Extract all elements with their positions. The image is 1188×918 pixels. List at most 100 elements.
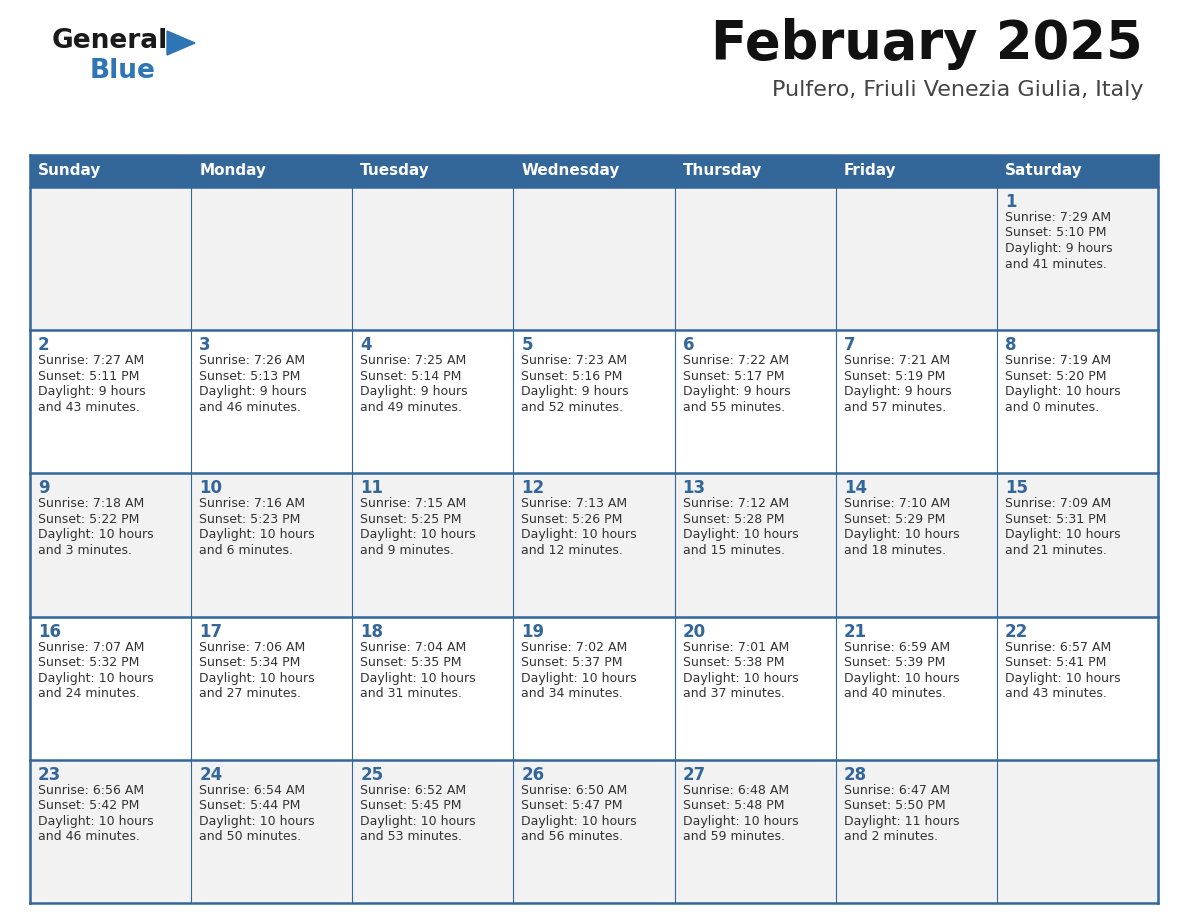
Text: Daylight: 11 hours: Daylight: 11 hours — [843, 815, 959, 828]
Text: 4: 4 — [360, 336, 372, 354]
Text: Sunrise: 7:21 AM: Sunrise: 7:21 AM — [843, 354, 950, 367]
Text: 8: 8 — [1005, 336, 1017, 354]
Bar — [513, 155, 675, 187]
Text: Friday: Friday — [843, 163, 896, 178]
Text: Daylight: 10 hours: Daylight: 10 hours — [38, 529, 153, 542]
Bar — [997, 617, 1158, 760]
Text: Sunrise: 7:16 AM: Sunrise: 7:16 AM — [200, 498, 305, 510]
Text: 20: 20 — [683, 622, 706, 641]
Text: and 50 minutes.: and 50 minutes. — [200, 830, 302, 844]
Bar — [997, 330, 1158, 474]
Text: Sunset: 5:48 PM: Sunset: 5:48 PM — [683, 800, 784, 812]
Text: and 53 minutes.: and 53 minutes. — [360, 830, 462, 844]
Bar — [513, 330, 675, 474]
Text: and 27 minutes.: and 27 minutes. — [200, 687, 301, 700]
Bar — [835, 330, 997, 474]
Text: Thursday: Thursday — [683, 163, 762, 178]
Text: Daylight: 9 hours: Daylight: 9 hours — [38, 386, 146, 398]
Text: Daylight: 10 hours: Daylight: 10 hours — [200, 672, 315, 685]
Text: and 9 minutes.: and 9 minutes. — [360, 543, 454, 557]
Text: and 46 minutes.: and 46 minutes. — [200, 400, 301, 414]
Text: Sunset: 5:23 PM: Sunset: 5:23 PM — [200, 513, 301, 526]
Bar — [835, 474, 997, 617]
Bar — [513, 187, 675, 330]
Text: Daylight: 10 hours: Daylight: 10 hours — [522, 529, 637, 542]
Text: Sunset: 5:22 PM: Sunset: 5:22 PM — [38, 513, 139, 526]
Text: Sunset: 5:34 PM: Sunset: 5:34 PM — [200, 656, 301, 669]
Text: and 43 minutes.: and 43 minutes. — [1005, 687, 1107, 700]
Bar — [513, 760, 675, 903]
Text: Sunset: 5:31 PM: Sunset: 5:31 PM — [1005, 513, 1106, 526]
Bar — [835, 617, 997, 760]
Bar — [513, 617, 675, 760]
Text: Sunrise: 6:59 AM: Sunrise: 6:59 AM — [843, 641, 950, 654]
Text: Daylight: 10 hours: Daylight: 10 hours — [522, 672, 637, 685]
Text: 2: 2 — [38, 336, 50, 354]
Text: and 43 minutes.: and 43 minutes. — [38, 400, 140, 414]
Text: Sunset: 5:13 PM: Sunset: 5:13 PM — [200, 370, 301, 383]
Bar — [353, 187, 513, 330]
Text: Sunrise: 7:09 AM: Sunrise: 7:09 AM — [1005, 498, 1111, 510]
Text: Sunset: 5:14 PM: Sunset: 5:14 PM — [360, 370, 462, 383]
Text: Sunset: 5:16 PM: Sunset: 5:16 PM — [522, 370, 623, 383]
Text: Sunset: 5:17 PM: Sunset: 5:17 PM — [683, 370, 784, 383]
Text: 16: 16 — [38, 622, 61, 641]
Text: Sunrise: 6:48 AM: Sunrise: 6:48 AM — [683, 784, 789, 797]
Text: 11: 11 — [360, 479, 384, 498]
Text: Sunrise: 6:56 AM: Sunrise: 6:56 AM — [38, 784, 144, 797]
Text: Sunday: Sunday — [38, 163, 101, 178]
Text: Sunrise: 7:02 AM: Sunrise: 7:02 AM — [522, 641, 627, 654]
Text: Sunrise: 7:04 AM: Sunrise: 7:04 AM — [360, 641, 467, 654]
Text: and 49 minutes.: and 49 minutes. — [360, 400, 462, 414]
Text: Sunrise: 7:18 AM: Sunrise: 7:18 AM — [38, 498, 144, 510]
Text: Sunrise: 6:50 AM: Sunrise: 6:50 AM — [522, 784, 627, 797]
Text: Sunset: 5:45 PM: Sunset: 5:45 PM — [360, 800, 462, 812]
Text: 5: 5 — [522, 336, 533, 354]
Text: 26: 26 — [522, 766, 544, 784]
Text: Daylight: 10 hours: Daylight: 10 hours — [200, 529, 315, 542]
Text: 10: 10 — [200, 479, 222, 498]
Bar — [353, 330, 513, 474]
Text: Sunrise: 7:15 AM: Sunrise: 7:15 AM — [360, 498, 467, 510]
Text: Daylight: 9 hours: Daylight: 9 hours — [1005, 242, 1112, 255]
Text: Sunrise: 7:29 AM: Sunrise: 7:29 AM — [1005, 211, 1111, 224]
Bar — [30, 474, 191, 617]
Text: Sunrise: 7:01 AM: Sunrise: 7:01 AM — [683, 641, 789, 654]
Text: Daylight: 9 hours: Daylight: 9 hours — [683, 386, 790, 398]
Text: and 59 minutes.: and 59 minutes. — [683, 830, 784, 844]
Text: 13: 13 — [683, 479, 706, 498]
Text: Daylight: 9 hours: Daylight: 9 hours — [843, 386, 952, 398]
Bar — [675, 155, 835, 187]
Text: 18: 18 — [360, 622, 384, 641]
Text: and 40 minutes.: and 40 minutes. — [843, 687, 946, 700]
Text: Daylight: 10 hours: Daylight: 10 hours — [360, 672, 476, 685]
Bar — [835, 155, 997, 187]
Text: Sunset: 5:39 PM: Sunset: 5:39 PM — [843, 656, 946, 669]
Bar — [675, 760, 835, 903]
Text: 9: 9 — [38, 479, 50, 498]
Bar — [353, 155, 513, 187]
Text: Sunset: 5:38 PM: Sunset: 5:38 PM — [683, 656, 784, 669]
Text: and 31 minutes.: and 31 minutes. — [360, 687, 462, 700]
Text: and 0 minutes.: and 0 minutes. — [1005, 400, 1099, 414]
Text: Sunrise: 7:10 AM: Sunrise: 7:10 AM — [843, 498, 950, 510]
Polygon shape — [168, 31, 195, 55]
Text: Sunset: 5:10 PM: Sunset: 5:10 PM — [1005, 227, 1106, 240]
Text: and 2 minutes.: and 2 minutes. — [843, 830, 937, 844]
Bar — [191, 330, 353, 474]
Text: Sunset: 5:50 PM: Sunset: 5:50 PM — [843, 800, 946, 812]
Text: 27: 27 — [683, 766, 706, 784]
Text: 15: 15 — [1005, 479, 1028, 498]
Text: Sunset: 5:37 PM: Sunset: 5:37 PM — [522, 656, 623, 669]
Bar — [675, 474, 835, 617]
Text: and 6 minutes.: and 6 minutes. — [200, 543, 293, 557]
Bar — [191, 474, 353, 617]
Text: Daylight: 9 hours: Daylight: 9 hours — [522, 386, 630, 398]
Text: Sunrise: 7:22 AM: Sunrise: 7:22 AM — [683, 354, 789, 367]
Bar — [191, 155, 353, 187]
Text: 17: 17 — [200, 622, 222, 641]
Text: Daylight: 10 hours: Daylight: 10 hours — [683, 529, 798, 542]
Bar — [191, 187, 353, 330]
Text: 23: 23 — [38, 766, 62, 784]
Text: 1: 1 — [1005, 193, 1017, 211]
